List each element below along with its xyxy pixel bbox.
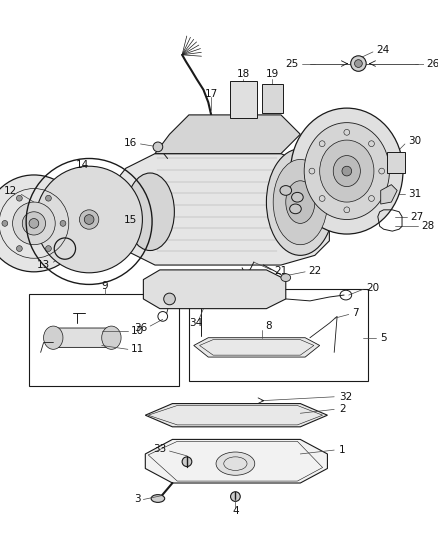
Text: 21: 21 bbox=[274, 266, 287, 276]
Ellipse shape bbox=[320, 140, 374, 202]
Text: 22: 22 bbox=[308, 266, 321, 276]
Ellipse shape bbox=[304, 123, 389, 220]
Ellipse shape bbox=[280, 185, 292, 195]
Text: 7: 7 bbox=[352, 308, 358, 318]
Ellipse shape bbox=[354, 60, 362, 68]
Text: 28: 28 bbox=[421, 221, 434, 231]
Text: 9: 9 bbox=[101, 281, 108, 292]
Ellipse shape bbox=[84, 215, 94, 224]
Ellipse shape bbox=[46, 195, 51, 201]
Text: 33: 33 bbox=[153, 444, 166, 454]
Bar bbox=[261, 84, 283, 113]
Ellipse shape bbox=[230, 492, 240, 502]
Bar bbox=[230, 81, 257, 118]
Text: 10: 10 bbox=[131, 326, 144, 336]
Polygon shape bbox=[155, 115, 300, 154]
Ellipse shape bbox=[151, 495, 165, 503]
Ellipse shape bbox=[46, 246, 51, 252]
Ellipse shape bbox=[36, 166, 142, 273]
Bar bbox=[29, 294, 179, 386]
Ellipse shape bbox=[60, 221, 66, 227]
Ellipse shape bbox=[44, 326, 63, 349]
Ellipse shape bbox=[351, 56, 366, 71]
Text: 15: 15 bbox=[124, 214, 137, 224]
Ellipse shape bbox=[182, 457, 192, 466]
Ellipse shape bbox=[273, 159, 328, 245]
Ellipse shape bbox=[216, 452, 255, 475]
Text: 32: 32 bbox=[339, 392, 352, 402]
Text: 34: 34 bbox=[189, 318, 202, 328]
Ellipse shape bbox=[342, 166, 352, 176]
Text: 20: 20 bbox=[366, 284, 379, 293]
Text: 18: 18 bbox=[237, 69, 250, 79]
Ellipse shape bbox=[164, 293, 175, 305]
Text: 5: 5 bbox=[380, 333, 386, 343]
Ellipse shape bbox=[126, 173, 174, 251]
Polygon shape bbox=[49, 328, 116, 348]
Ellipse shape bbox=[102, 326, 121, 349]
Text: 16: 16 bbox=[124, 138, 138, 148]
Text: 37: 37 bbox=[323, 188, 336, 197]
Ellipse shape bbox=[2, 221, 8, 227]
Text: 17: 17 bbox=[205, 88, 218, 99]
Ellipse shape bbox=[266, 149, 334, 255]
Ellipse shape bbox=[281, 274, 291, 281]
Polygon shape bbox=[145, 403, 328, 427]
Bar bbox=[388, 152, 405, 173]
Text: 27: 27 bbox=[410, 212, 423, 222]
Ellipse shape bbox=[22, 212, 46, 235]
Text: 31: 31 bbox=[408, 189, 421, 199]
Text: 6: 6 bbox=[198, 278, 205, 288]
Ellipse shape bbox=[291, 108, 403, 234]
Text: 30: 30 bbox=[408, 136, 421, 146]
Ellipse shape bbox=[0, 175, 82, 272]
Bar bbox=[189, 289, 368, 381]
Text: 1: 1 bbox=[339, 445, 346, 455]
Ellipse shape bbox=[79, 210, 99, 229]
Text: 11: 11 bbox=[131, 344, 144, 354]
Text: 2: 2 bbox=[339, 405, 346, 414]
Polygon shape bbox=[381, 184, 397, 204]
Text: 25: 25 bbox=[285, 59, 298, 69]
Polygon shape bbox=[143, 270, 286, 309]
Text: 14: 14 bbox=[76, 160, 89, 170]
Ellipse shape bbox=[153, 142, 163, 152]
Text: 8: 8 bbox=[265, 321, 272, 331]
Ellipse shape bbox=[29, 219, 39, 228]
Text: 12: 12 bbox=[4, 187, 18, 197]
Text: 24: 24 bbox=[376, 45, 389, 55]
Ellipse shape bbox=[13, 202, 55, 245]
Ellipse shape bbox=[290, 204, 301, 214]
Text: 26: 26 bbox=[426, 59, 438, 69]
Text: 36: 36 bbox=[134, 323, 147, 333]
Ellipse shape bbox=[286, 181, 315, 223]
Text: 29: 29 bbox=[299, 205, 312, 215]
Polygon shape bbox=[114, 154, 329, 265]
Polygon shape bbox=[145, 439, 328, 483]
Ellipse shape bbox=[17, 246, 22, 252]
Text: 3: 3 bbox=[134, 495, 141, 504]
Ellipse shape bbox=[17, 195, 22, 201]
Polygon shape bbox=[194, 338, 320, 357]
Text: 13: 13 bbox=[37, 260, 50, 270]
Ellipse shape bbox=[292, 192, 303, 202]
Text: 4: 4 bbox=[232, 506, 239, 516]
Text: 19: 19 bbox=[265, 69, 279, 79]
Ellipse shape bbox=[333, 156, 360, 187]
